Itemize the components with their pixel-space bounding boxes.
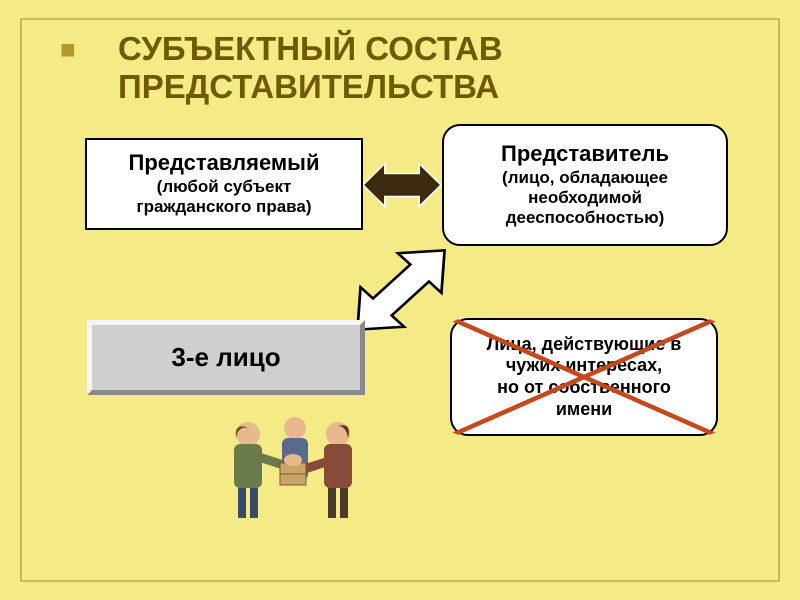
box-others-l4: имени <box>556 399 612 421</box>
slide-title: СУБЪЕКТНЫЙ СОСТАВ ПРЕДСТАВИТЕЛЬСТВА <box>118 30 698 106</box>
double-arrow-horizontal-icon <box>363 162 441 208</box>
box-others-l2: чужих интересах, <box>506 355 662 377</box>
box-others-l3: но от собственного <box>497 377 671 399</box>
box-own-name-actors: Лица, действующие в чужих интересах, но … <box>450 318 718 436</box>
box-represented-sub2: гражданского права) <box>136 197 311 217</box>
title-line-1: СУБЪЕКТНЫЙ СОСТАВ <box>118 30 503 67</box>
box-representative-sub3: дееспособностью) <box>506 208 665 228</box>
box-representative: Представитель (лицо, обладающее необходи… <box>442 124 728 246</box>
box-others-l1: Лица, действующие в <box>487 334 682 356</box>
box-representative-title: Представитель <box>501 141 669 167</box>
box-third-party-text: 3-е лицо <box>171 342 280 373</box>
box-represented: Представляемый (любой субъект гражданско… <box>85 138 363 230</box>
box-third-party: 3-е лицо <box>87 320 365 395</box>
title-line-2: ПРЕДСТАВИТЕЛЬСТВА <box>118 68 499 105</box>
slide: ■ СУБЪЕКТНЫЙ СОСТАВ ПРЕДСТАВИТЕЛЬСТВА Пр… <box>0 0 800 600</box>
box-represented-sub1: (любой субъект <box>157 177 292 197</box>
box-represented-title: Представляемый <box>129 150 320 176</box>
box-representative-sub2: необходимой <box>528 188 642 208</box>
box-representative-sub1: (лицо, обладающее <box>502 168 668 188</box>
people-handshake-icon <box>210 408 380 528</box>
bullet-marker: ■ <box>60 34 76 65</box>
